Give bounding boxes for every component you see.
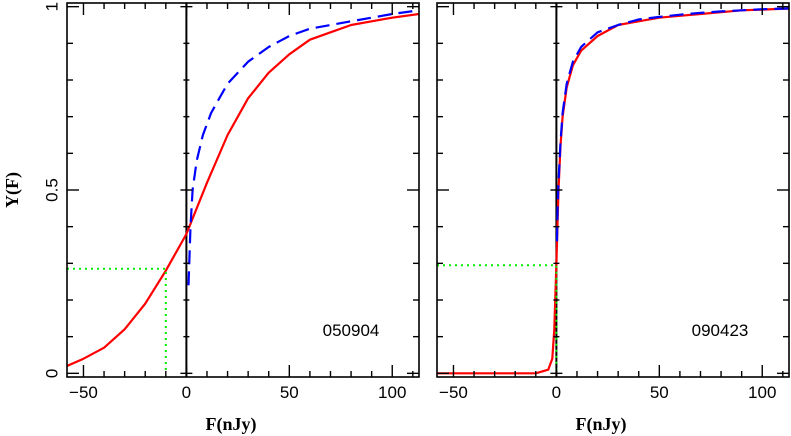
- x-tick-label: 50: [280, 383, 299, 402]
- panel-050904: −50 0 50 100 0 0.5 1 050904 F(nJy) Y(F): [2, 2, 420, 435]
- x-tick-label: 100: [748, 383, 776, 402]
- x-tick-label: −50: [439, 383, 468, 402]
- panel-090423-axes: −50 0 50 100: [436, 2, 790, 402]
- panel-050904-axes: −50 0 50 100 0 0.5 1: [42, 2, 420, 402]
- blue-dashed-curve: [555, 7, 789, 242]
- y-axis-title: Y(F): [2, 172, 23, 208]
- x-tick-label: 0: [182, 383, 191, 402]
- red-solid-curve: [437, 7, 789, 375]
- panel-090423: −50 0 50 100 090423 F(nJy): [436, 2, 790, 435]
- y-tick-label: 0: [42, 369, 61, 378]
- green-dotted-guide: [67, 267, 167, 374]
- x-axis-title-left: F(nJy): [206, 414, 257, 435]
- x-tick-label: 100: [378, 383, 406, 402]
- x-tick-label: 0: [552, 383, 561, 402]
- blue-dashed-curve: [187, 9, 419, 286]
- y-tick-label: 0.5: [42, 178, 61, 202]
- x-axis-title-right: F(nJy): [576, 414, 627, 435]
- red-solid-curve: [67, 12, 419, 368]
- x-tick-label: −50: [69, 383, 98, 402]
- green-dotted-guide: [437, 264, 558, 374]
- y-tick-label: 1: [42, 2, 61, 11]
- panel-label-090423: 090423: [692, 321, 749, 340]
- x-tick-label: 50: [650, 383, 669, 402]
- panel-label-050904: 050904: [323, 321, 380, 340]
